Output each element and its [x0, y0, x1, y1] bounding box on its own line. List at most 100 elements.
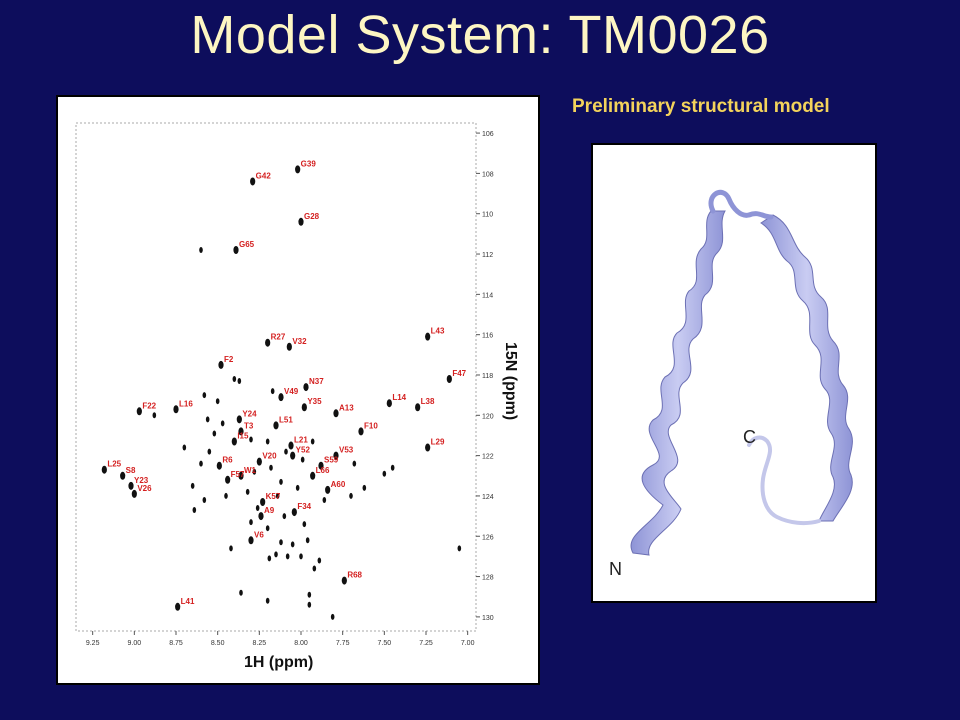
- peak-label: G28: [304, 212, 320, 221]
- nmr-peak: [215, 398, 220, 405]
- nmr-peak: [238, 471, 244, 480]
- nmr-peak: [318, 461, 324, 470]
- nmr-peak: [128, 481, 134, 490]
- slide-title: Model System: TM0026: [190, 5, 770, 65]
- x-axis-ticks: 9.25 9.00 8.75 8.50 8.25 8.00 7.75 7.50 7.25 7.00: [86, 631, 475, 647]
- nmr-peak: [255, 505, 260, 512]
- c-terminus-label: C: [743, 427, 756, 447]
- y-tick-label: 108: [482, 171, 494, 178]
- y-tick-label: 114: [482, 292, 493, 299]
- nmr-peak: [207, 448, 212, 455]
- nmr-peak: [248, 536, 254, 545]
- nmr-peak: [300, 456, 305, 463]
- peak-label: A60: [331, 480, 346, 489]
- peak-label: L43: [431, 327, 445, 336]
- c-terminal-tail: [747, 435, 821, 526]
- peak-label: R68: [347, 571, 362, 580]
- right-helix: [760, 214, 853, 522]
- nmr-peak: [216, 461, 222, 470]
- nmr-peak: [285, 553, 290, 560]
- nmr-peak: [231, 437, 237, 446]
- nmr-peak: [301, 403, 307, 412]
- y-tick-label: 128: [482, 575, 494, 582]
- peak-label: Y35: [307, 397, 322, 406]
- top-loop: [708, 189, 774, 220]
- x-tick-label: 9.25: [86, 640, 100, 647]
- peak-label: L29: [431, 438, 445, 447]
- nmr-peak: [258, 512, 264, 521]
- nmr-peak: [120, 471, 126, 480]
- peak-label: V32: [292, 337, 307, 346]
- nmr-peak: [330, 613, 335, 620]
- peak-label: F10: [364, 421, 378, 430]
- nmr-peak: [233, 246, 239, 254]
- peak-label: L14: [392, 393, 406, 402]
- nmr-peak: [333, 409, 339, 418]
- peak-label: L66: [316, 466, 330, 475]
- peak-label: L51: [279, 415, 293, 424]
- y-tick-label: 112: [482, 252, 493, 259]
- peak-label: V49: [284, 387, 299, 396]
- nmr-peak: [225, 475, 231, 484]
- peak-label: G42: [256, 171, 272, 180]
- nmr-peak: [265, 438, 270, 445]
- nmr-peak: [312, 565, 317, 572]
- nmr-peak: [279, 539, 283, 546]
- nmr-peak: [290, 541, 295, 548]
- hsqc-spectrum-panel: 9.25 9.00 8.75 8.50 8.25 8.00 7.75 7.50 7.25 7.00…: [56, 95, 540, 685]
- peak-label: F57: [231, 470, 245, 479]
- x-tick-label: 7.50: [378, 640, 392, 647]
- peak-label: Y23: [134, 476, 149, 485]
- peak-label: L21: [294, 436, 308, 445]
- peak-label: S59: [324, 456, 339, 465]
- nmr-peak: [136, 407, 142, 416]
- peak-label: L16: [179, 399, 193, 408]
- nmr-peak: [270, 388, 275, 395]
- nmr-peak: [175, 602, 181, 611]
- nmr-peak: [279, 478, 283, 485]
- left-helix: [630, 210, 726, 556]
- peak-label: G39: [301, 159, 317, 168]
- nmr-peak: [341, 576, 347, 585]
- nmr-peak: [382, 470, 387, 477]
- nmr-peak: [249, 519, 253, 526]
- nmr-peak: [303, 383, 309, 392]
- x-tick-label: 8.75: [169, 640, 183, 647]
- nmr-peak: [237, 378, 242, 385]
- x-axis-label: 1H (ppm): [244, 654, 313, 671]
- nmr-peak: [305, 537, 310, 544]
- nmr-peak: [302, 521, 307, 528]
- nmr-peak: [310, 438, 315, 445]
- nmr-peak: [249, 436, 253, 443]
- peak-label: R27: [271, 333, 286, 342]
- plot-frame: [75, 122, 477, 632]
- nmr-peak: [269, 464, 273, 471]
- peak-label: L25: [107, 460, 121, 469]
- nmr-peak: [322, 496, 327, 503]
- nmr-peak: [202, 496, 207, 503]
- nmr-peak: [298, 217, 304, 226]
- nmr-peak: [362, 484, 367, 491]
- nmr-peak: [220, 420, 225, 427]
- peak-label: K57: [266, 492, 281, 501]
- y-tick-label: 106: [482, 131, 494, 138]
- peak-label: V53: [339, 446, 354, 455]
- structure-model-panel: C N: [591, 143, 877, 603]
- peak-label: F22: [142, 401, 156, 410]
- nmr-peak: [199, 460, 203, 467]
- nmr-peak: [236, 415, 242, 424]
- nmr-peak: [232, 376, 237, 383]
- nmr-peak: [202, 392, 207, 399]
- x-tick-label: 8.50: [211, 640, 225, 647]
- nmr-peak: [325, 485, 331, 494]
- nmr-peak: [245, 488, 250, 495]
- peak-layer: [101, 165, 462, 620]
- nmr-peak: [152, 412, 157, 419]
- nmr-peak: [290, 451, 296, 460]
- nmr-peak: [173, 405, 179, 414]
- hsqc-spectrum-plot: 9.25 9.00 8.75 8.50 8.25 8.00 7.75 7.50 7.25 7.00…: [75, 122, 519, 671]
- nmr-peak: [358, 427, 364, 436]
- y-tick-label: 122: [482, 454, 494, 461]
- nmr-peak: [446, 375, 452, 384]
- x-tick-label: 7.00: [461, 640, 475, 647]
